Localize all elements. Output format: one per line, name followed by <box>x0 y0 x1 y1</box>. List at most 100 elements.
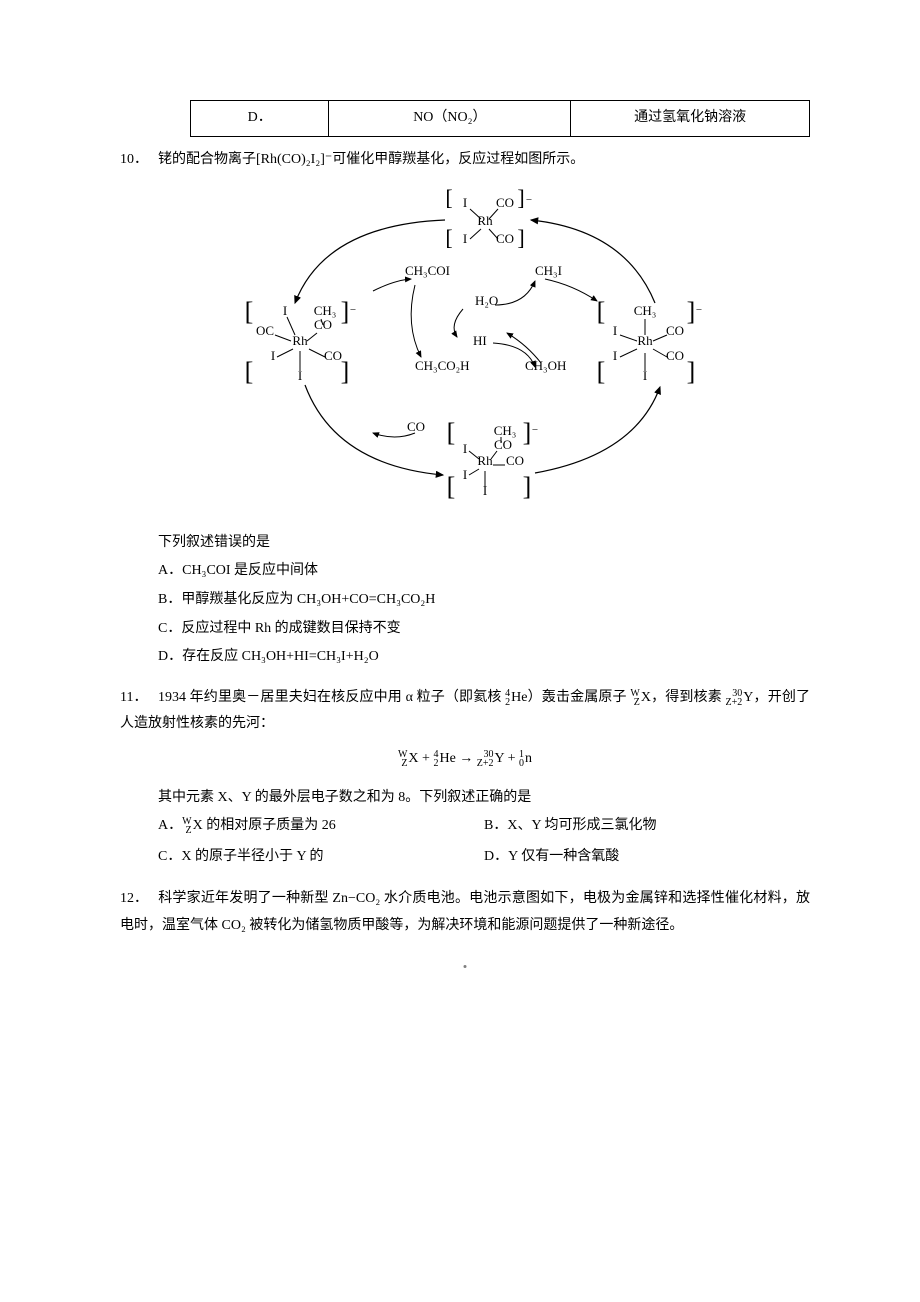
q12-stem: 科学家近年发明了一种新型 Zn−CO₂ 水介质电池。电池示意图如下，电极为金属锌… <box>120 891 810 933</box>
eq-x: X <box>408 751 418 766</box>
y-z: Z+2 <box>726 698 743 707</box>
x-sym: X <box>641 690 651 705</box>
q11-number: 11． <box>120 685 158 712</box>
cell-method: 通过氢氧化钠溶液 <box>571 101 810 137</box>
table-row: D． NO（NO₂） 通过氢氧化钠溶液 <box>191 101 810 137</box>
svg-text:I: I <box>463 231 467 246</box>
eq-n: n <box>525 751 532 766</box>
svg-text:[: [ <box>245 297 254 326</box>
eq-y-z: Z+2 <box>477 759 494 768</box>
eq-he-z: 2 <box>433 759 438 768</box>
q11-a-pre: A． <box>158 818 182 833</box>
svg-text:[: [ <box>597 297 606 326</box>
svg-text:I: I <box>463 441 467 456</box>
q11-opt-d: D．Y 仅有一种含氧酸 <box>484 844 810 871</box>
catalytic-cycle-diagram: I CO Rh I CO [] [] − CH₃ I CO Rh I CO I <box>205 185 725 505</box>
svg-text:CO: CO <box>407 419 425 434</box>
q11-stem-b: ）轰击金属原子 <box>527 690 630 705</box>
svg-text:I: I <box>613 348 617 363</box>
q10-opt-c: C．反应过程中 Rh 的成键数目保持不变 <box>158 616 810 643</box>
svg-text:]: ] <box>687 357 696 386</box>
q11-a-post: 的相对原子质量为 26 <box>203 818 336 833</box>
svg-text:]: ] <box>687 297 696 326</box>
svg-text:Rh: Rh <box>637 333 653 348</box>
svg-text:CO: CO <box>496 195 514 210</box>
he-z: 2 <box>505 698 510 707</box>
svg-text:]: ] <box>523 472 532 501</box>
cell-label: D． <box>191 101 329 137</box>
q11-opt-c: C．X 的原子半径小于 Y 的 <box>158 844 484 871</box>
svg-text:Rh: Rh <box>292 333 308 348</box>
svg-text:I: I <box>613 323 617 338</box>
svg-text:]: ] <box>517 185 524 210</box>
q11-options: A．WZX 的相对原子质量为 26 B．X、Y 均可形成三氯化物 C．X 的原子… <box>158 811 810 872</box>
q10-lead: 下列叙述错误的是 <box>158 530 810 557</box>
svg-text:]: ] <box>341 357 350 386</box>
q10-number: 10． <box>120 147 158 174</box>
q10-opt-a: A．CH₃COI 是反应中间体 <box>158 558 810 585</box>
svg-text:CO: CO <box>496 231 514 246</box>
svg-text:[: [ <box>597 357 606 386</box>
eq-y: Y <box>495 751 505 766</box>
svg-text:CH₃: CH₃ <box>494 423 517 438</box>
cell-gas: NO（NO₂） <box>329 101 571 137</box>
svg-text:CH₃OH: CH₃OH <box>525 358 566 373</box>
svg-text:I: I <box>463 195 467 210</box>
eq-plus1: + <box>419 751 434 766</box>
svg-text:[: [ <box>445 225 452 250</box>
svg-text:CH₃: CH₃ <box>314 303 337 318</box>
svg-text:CH₃I: CH₃I <box>535 263 562 278</box>
q11-stem-c: ，得到核素 <box>651 690 726 705</box>
eq-n-z: 0 <box>519 759 524 768</box>
svg-text:−: − <box>532 424 538 436</box>
he-sym: He <box>511 690 527 705</box>
svg-text:CH₃CO₂H: CH₃CO₂H <box>415 358 470 373</box>
q11-lead: 其中元素 X、Y 的最外层电子数之和为 8。下列叙述正确的是 <box>158 785 810 812</box>
option-table: D． NO（NO₂） 通过氢氧化钠溶液 <box>190 100 810 137</box>
q10-opt-d: D．存在反应 CH₃OH+HI=CH₃I+H₂O <box>158 644 810 671</box>
question-11: 11．1934 年约里奥－居里夫妇在核反应中用 α 粒子（即氦核 42He）轰击… <box>120 685 810 873</box>
q12-number: 12． <box>120 886 158 913</box>
q11-opt-b: B．X、Y 均可形成三氯化物 <box>484 813 810 840</box>
svg-text:H₂O: H₂O <box>475 293 498 308</box>
svg-text:Rh: Rh <box>477 213 493 228</box>
q10-figure: I CO Rh I CO [] [] − CH₃ I CO Rh I CO I <box>120 185 810 516</box>
svg-text:CH₃COI: CH₃COI <box>405 263 450 278</box>
svg-text:[: [ <box>447 472 456 501</box>
question-10: 10．铑的配合物离子[Rh(CO)₂I₂]⁻可催化甲醇羰基化，反应过程如图所示。… <box>120 147 810 671</box>
page-indicator-icon <box>464 965 467 968</box>
q11-stem-a: 1934 年约里奥－居里夫妇在核反应中用 α 粒子（即氦核 <box>158 690 505 705</box>
q11-ax-z: Z <box>182 826 191 835</box>
question-12: 12．科学家近年发明了一种新型 Zn−CO₂ 水介质电池。电池示意图如下，电极为… <box>120 886 810 939</box>
q11-opt-a: A．WZX 的相对原子质量为 26 <box>158 813 484 840</box>
svg-text:Rh: Rh <box>477 453 493 468</box>
svg-text:HI: HI <box>473 333 487 348</box>
svg-text:CO: CO <box>506 453 524 468</box>
svg-text:−: − <box>696 304 702 316</box>
svg-text:I: I <box>271 348 275 363</box>
svg-text:CO: CO <box>494 437 512 452</box>
eq-arrow: → <box>456 751 477 766</box>
svg-text:I: I <box>463 467 467 482</box>
page-footer <box>120 954 810 964</box>
svg-text:CH₃: CH₃ <box>634 303 657 318</box>
svg-text:]: ] <box>517 225 524 250</box>
svg-text:OC: OC <box>256 323 274 338</box>
x-z: Z <box>630 698 639 707</box>
svg-text:−: − <box>526 194 532 206</box>
q11-equation: WZX + 42He → 30Z+2Y + 10n <box>120 746 810 773</box>
svg-text:]: ] <box>523 418 532 447</box>
svg-text:I: I <box>283 303 287 318</box>
svg-text:[: [ <box>447 418 456 447</box>
q11-ax-s: X <box>193 818 203 833</box>
svg-text:CO: CO <box>666 348 684 363</box>
svg-text:]: ] <box>341 297 350 326</box>
svg-text:[: [ <box>245 357 254 386</box>
q10-opt-b: B．甲醇羰基化反应为 CH₃OH+CO=CH₃CO₂H <box>158 587 810 614</box>
eq-plus2: + <box>504 751 519 766</box>
svg-text:CO: CO <box>324 348 342 363</box>
svg-text:−: − <box>350 304 356 316</box>
eq-x-z: Z <box>398 759 407 768</box>
eq-he: He <box>439 751 455 766</box>
q10-options: A．CH₃COI 是反应中间体 B．甲醇羰基化反应为 CH₃OH+CO=CH₃C… <box>158 558 810 670</box>
